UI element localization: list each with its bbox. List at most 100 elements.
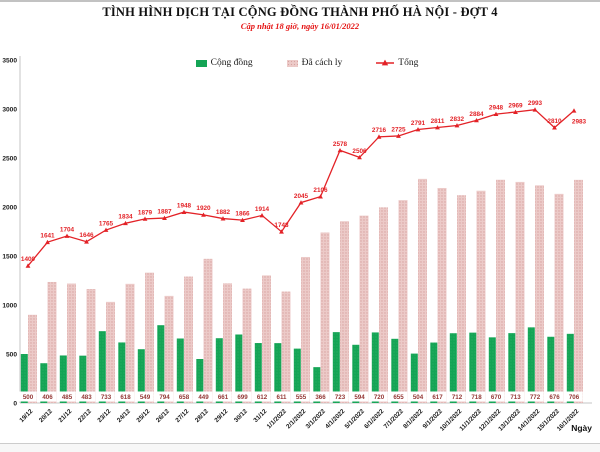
community-value-label: 772 <box>530 394 541 401</box>
total-marker <box>454 123 460 128</box>
total-marker <box>298 200 304 205</box>
total-marker <box>64 233 70 238</box>
value-box <box>487 391 505 402</box>
community-value-label: 618 <box>120 394 131 401</box>
legend-item-community: Cộng đồng <box>195 58 253 68</box>
x-tick-label: 26/12 <box>155 408 171 424</box>
bar-quarantine <box>106 301 115 403</box>
bar-quarantine <box>125 283 135 403</box>
value-label-boxes: 500 406 485 483 733 618 549 794 658 449 661 699 612 6… <box>19 391 583 402</box>
total-value-label: 1704 <box>60 226 75 233</box>
x-tick-label: 28/12 <box>194 408 210 424</box>
value-box <box>175 391 193 402</box>
community-value-label: 720 <box>374 394 385 401</box>
x-tick-label: 3/1/2022 <box>305 408 328 431</box>
legend-item-total: Tổng <box>376 58 418 68</box>
value-box <box>292 391 310 402</box>
bar-quarantine <box>145 272 154 403</box>
community-value-label: 549 <box>140 394 151 401</box>
bar-community <box>430 342 438 403</box>
bar-quarantine <box>67 283 76 403</box>
community-value-label: 612 <box>257 394 268 401</box>
bar-quarantine <box>379 207 388 403</box>
value-box <box>448 391 466 402</box>
bar-community <box>40 363 48 403</box>
value-box <box>409 391 427 402</box>
value-box <box>155 391 174 402</box>
total-marker <box>220 216 226 221</box>
total-value-label: 1914 <box>255 206 270 213</box>
total-value-label: 2884 <box>469 111 484 118</box>
total-marker <box>474 117 479 123</box>
total-value-label: 2810 <box>547 118 562 125</box>
bar-quarantine <box>184 276 193 403</box>
bar-community <box>59 355 67 403</box>
total-value-label: 1834 <box>118 214 133 221</box>
y-tick-label: 1500 <box>2 253 17 260</box>
community-value-label: 670 <box>491 394 502 401</box>
bar-community <box>235 334 243 403</box>
bar-community <box>215 338 223 403</box>
total-value-label: 2106 <box>313 187 328 194</box>
total-value-label: 1646 <box>79 232 94 239</box>
total-marker <box>279 229 284 234</box>
x-tick-label: 25/12 <box>135 408 151 424</box>
bar-community <box>527 327 535 403</box>
total-value-label: 2725 <box>391 126 406 133</box>
community-value-label: 794 <box>159 394 170 401</box>
community-value-label: 555 <box>296 394 307 401</box>
value-box <box>526 391 544 402</box>
total-marker <box>201 212 206 217</box>
total-value-label: 2716 <box>372 127 387 134</box>
bar-quarantine <box>398 200 408 403</box>
value-box <box>194 391 213 402</box>
total-marker <box>376 134 382 139</box>
x-tick-label: 31/12 <box>252 408 268 424</box>
value-box <box>253 391 271 402</box>
community-value-label: 366 <box>315 394 326 401</box>
legend-label-community: Cộng đồng <box>210 58 253 68</box>
x-tick-label: 23/12 <box>96 408 112 424</box>
value-box <box>136 391 154 402</box>
total-value-label: 2811 <box>431 118 445 125</box>
bar-quarantine <box>359 215 369 403</box>
bar-quarantine <box>301 256 310 403</box>
community-value-label: 449 <box>198 394 209 401</box>
community-value-label: 611 <box>277 394 288 401</box>
x-tick-label: 7/1/2022 <box>383 408 406 431</box>
x-tick-label: 27/12 <box>174 408 190 424</box>
y-tick-label: 2500 <box>2 155 17 162</box>
community-value-label: 406 <box>42 394 53 401</box>
x-tick-label: 4/1/2022 <box>324 408 347 431</box>
value-box <box>331 391 349 402</box>
value-box <box>467 391 486 402</box>
total-value-label: 1866 <box>235 211 250 218</box>
value-box <box>116 391 135 402</box>
chart-legend: Cộng đồng Đã cách ly Tổng <box>0 58 600 68</box>
bar-community <box>254 343 262 403</box>
total-value-label: 1882 <box>216 209 231 216</box>
bar-quarantine <box>340 221 349 403</box>
total-value-label: 1748 <box>274 222 289 229</box>
x-axis-labels: 19/12 20/12 21/12 22/12 23/12 24/12 25/12 26/12… <box>18 408 580 433</box>
total-line <box>27 109 575 267</box>
value-box <box>214 391 232 402</box>
y-tick-label: 500 <box>6 351 17 358</box>
total-line-series: 1400 1641 1704 1646 1765 1834 1879 1887 1948 1920… <box>21 100 587 268</box>
value-box <box>350 391 369 402</box>
value-box <box>428 391 447 402</box>
community-value-label: 733 <box>101 394 112 401</box>
legend-item-quarantine: Đã cách ly <box>286 58 342 68</box>
total-value-label: 2506 <box>352 148 367 155</box>
bar-quarantine <box>262 275 271 403</box>
total-value-label: 1920 <box>196 205 211 212</box>
total-marker <box>318 194 323 199</box>
bar-community <box>391 338 399 403</box>
bar-community <box>274 343 282 403</box>
value-box <box>545 391 564 402</box>
x-tick-label: 21/12 <box>57 408 73 424</box>
value-box <box>506 391 525 402</box>
community-value-label: 504 <box>413 394 424 401</box>
